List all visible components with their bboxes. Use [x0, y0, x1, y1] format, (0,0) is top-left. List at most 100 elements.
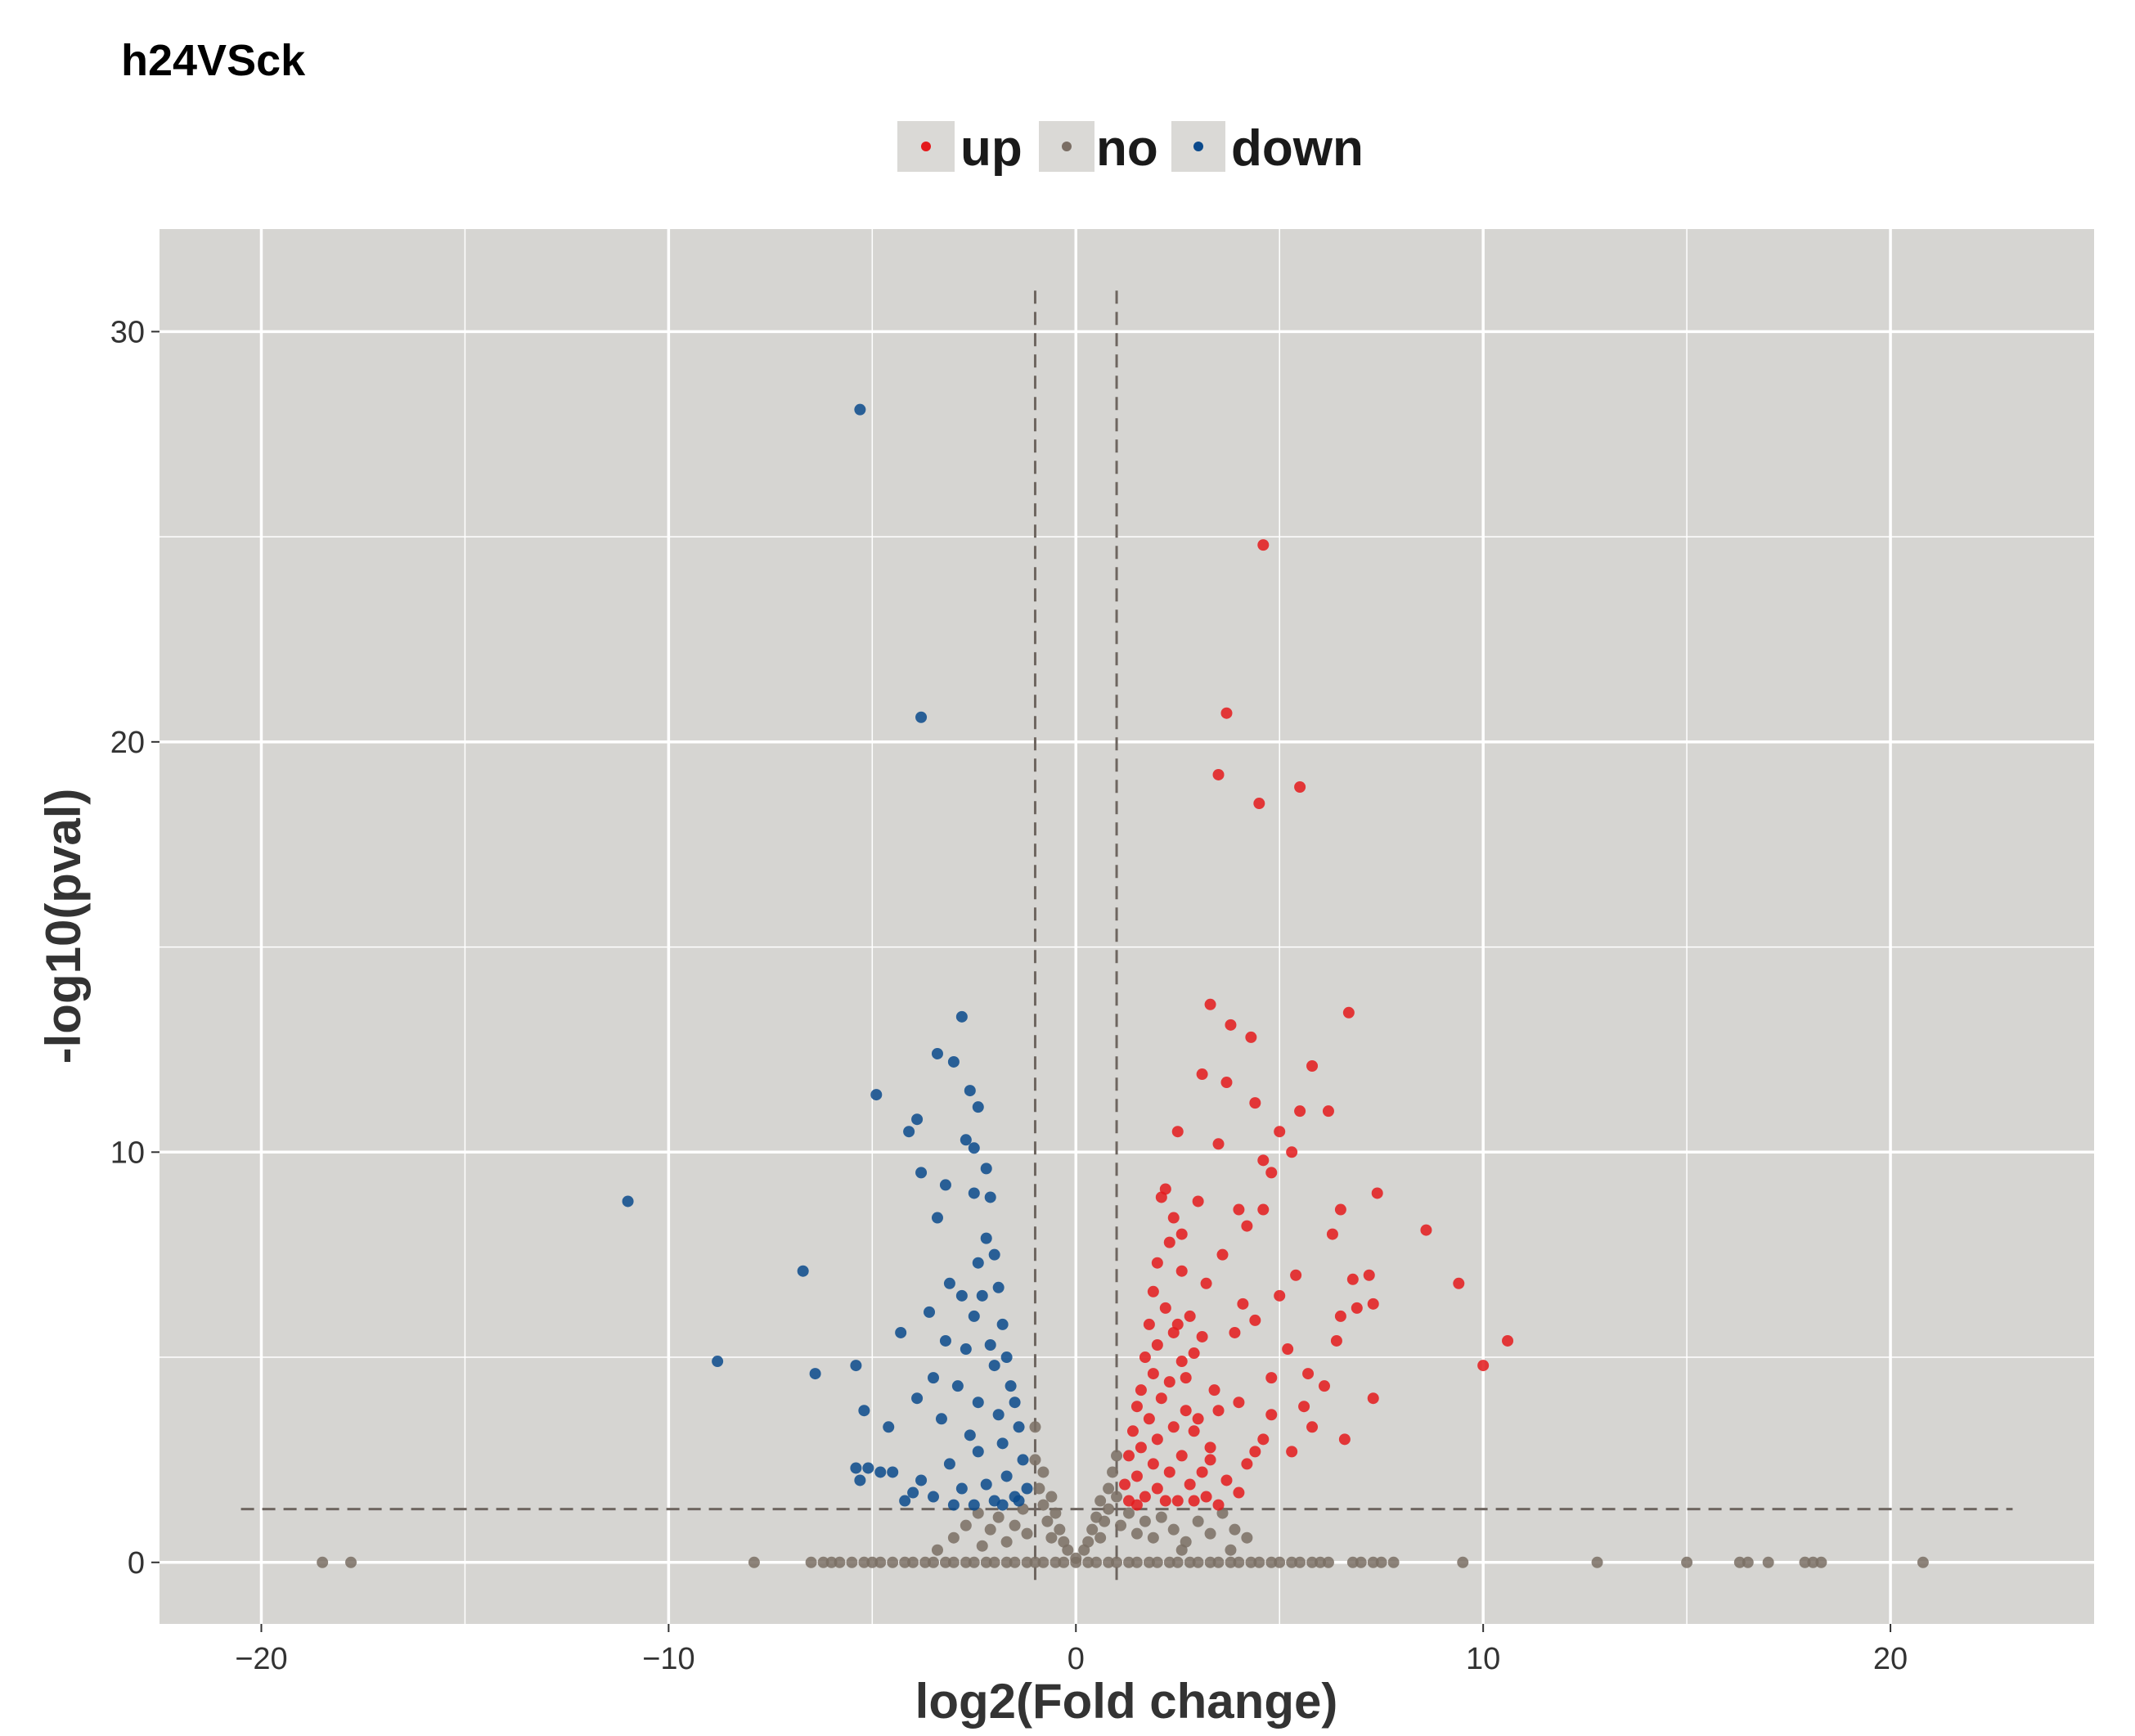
- point-up: [1306, 1421, 1319, 1433]
- point-up: [1334, 1310, 1346, 1322]
- point-down: [924, 1306, 936, 1318]
- point-no: [1045, 1531, 1058, 1544]
- point-no: [1000, 1556, 1013, 1568]
- point-up: [1322, 1105, 1334, 1118]
- point-no: [939, 1556, 951, 1568]
- point-up: [1204, 998, 1216, 1010]
- point-no: [1225, 1556, 1237, 1568]
- point-down: [955, 1482, 968, 1495]
- point-up: [1135, 1441, 1147, 1454]
- point-no: [1045, 1491, 1058, 1503]
- point-no: [1192, 1515, 1204, 1527]
- point-up: [1143, 1318, 1155, 1330]
- point-up: [1286, 1146, 1298, 1158]
- legend-label-no: no: [1096, 120, 1158, 177]
- point-no: [1111, 1556, 1123, 1568]
- point-no: [1175, 1544, 1188, 1556]
- y-tick-label: 30: [110, 315, 145, 349]
- point-down: [972, 1257, 984, 1269]
- point-no: [1009, 1556, 1021, 1568]
- point-down: [1013, 1495, 1025, 1507]
- point-no: [1094, 1495, 1107, 1507]
- legend-label-down: down: [1231, 120, 1364, 177]
- x-tick-label: 20: [1873, 1642, 1908, 1676]
- point-down: [955, 1289, 968, 1302]
- point-down: [996, 1437, 1009, 1450]
- point-no: [1742, 1556, 1754, 1568]
- point-no: [1229, 1523, 1241, 1536]
- point-up: [1151, 1257, 1163, 1269]
- point-down: [996, 1318, 1009, 1330]
- point-no: [988, 1556, 1000, 1568]
- point-down: [980, 1232, 992, 1244]
- point-no: [1591, 1556, 1603, 1568]
- point-up: [1225, 1019, 1237, 1031]
- point-up: [1155, 1392, 1167, 1405]
- x-axis-title: log2(Fold change): [915, 1674, 1338, 1729]
- point-down: [928, 1372, 939, 1384]
- point-no: [1037, 1499, 1050, 1511]
- point-down: [972, 1446, 984, 1458]
- point-no: [1367, 1556, 1379, 1568]
- point-up: [1220, 1474, 1233, 1486]
- point-up: [1233, 1203, 1245, 1216]
- point-no: [1111, 1450, 1123, 1462]
- point-up: [1233, 1396, 1245, 1409]
- point-no: [1241, 1531, 1253, 1544]
- point-down: [850, 1462, 862, 1474]
- point-down: [960, 1134, 972, 1146]
- point-no: [345, 1556, 357, 1568]
- point-down: [915, 1167, 928, 1179]
- point-no: [1294, 1556, 1306, 1568]
- point-up: [1245, 1031, 1257, 1043]
- point-up: [1282, 1343, 1294, 1356]
- point-no: [947, 1556, 960, 1568]
- point-up: [1212, 1138, 1225, 1150]
- point-up: [1204, 1441, 1216, 1454]
- point-up: [1126, 1425, 1139, 1437]
- point-up: [1122, 1450, 1135, 1462]
- point-no: [1375, 1556, 1387, 1568]
- point-up: [1175, 1265, 1188, 1277]
- point-up: [1175, 1450, 1188, 1462]
- point-down: [874, 1466, 887, 1478]
- point-down: [931, 1212, 943, 1224]
- point-down: [915, 711, 928, 723]
- point-up: [1420, 1224, 1432, 1236]
- point-up: [1188, 1347, 1200, 1360]
- point-no: [1086, 1523, 1099, 1536]
- point-up: [1265, 1167, 1278, 1179]
- point-up: [1241, 1458, 1253, 1470]
- point-down: [862, 1462, 874, 1474]
- point-no: [899, 1556, 911, 1568]
- point-up: [1147, 1285, 1159, 1298]
- point-up: [1208, 1384, 1220, 1396]
- point-up: [1200, 1277, 1212, 1289]
- point-up: [1371, 1187, 1383, 1199]
- point-no: [805, 1556, 817, 1568]
- point-up: [1477, 1360, 1490, 1372]
- point-no: [992, 1511, 1005, 1523]
- point-down: [960, 1343, 972, 1356]
- point-no: [1062, 1544, 1074, 1556]
- point-no: [1155, 1511, 1167, 1523]
- point-no: [1306, 1556, 1319, 1568]
- point-no: [1021, 1556, 1033, 1568]
- legend-key-up: [921, 142, 931, 151]
- point-no: [817, 1556, 829, 1568]
- point-up: [1318, 1380, 1330, 1392]
- point-down: [984, 1339, 996, 1351]
- point-up: [1180, 1405, 1192, 1417]
- point-up: [1342, 1006, 1355, 1019]
- point-down: [712, 1356, 724, 1368]
- point-down: [955, 1010, 968, 1023]
- legend-key-down: [1193, 142, 1203, 151]
- point-up: [1249, 1314, 1261, 1326]
- point-up: [1453, 1277, 1465, 1289]
- point-up: [1241, 1220, 1253, 1232]
- point-no: [1111, 1491, 1123, 1503]
- point-down: [964, 1085, 976, 1097]
- point-no: [931, 1544, 943, 1556]
- point-up: [1184, 1478, 1196, 1491]
